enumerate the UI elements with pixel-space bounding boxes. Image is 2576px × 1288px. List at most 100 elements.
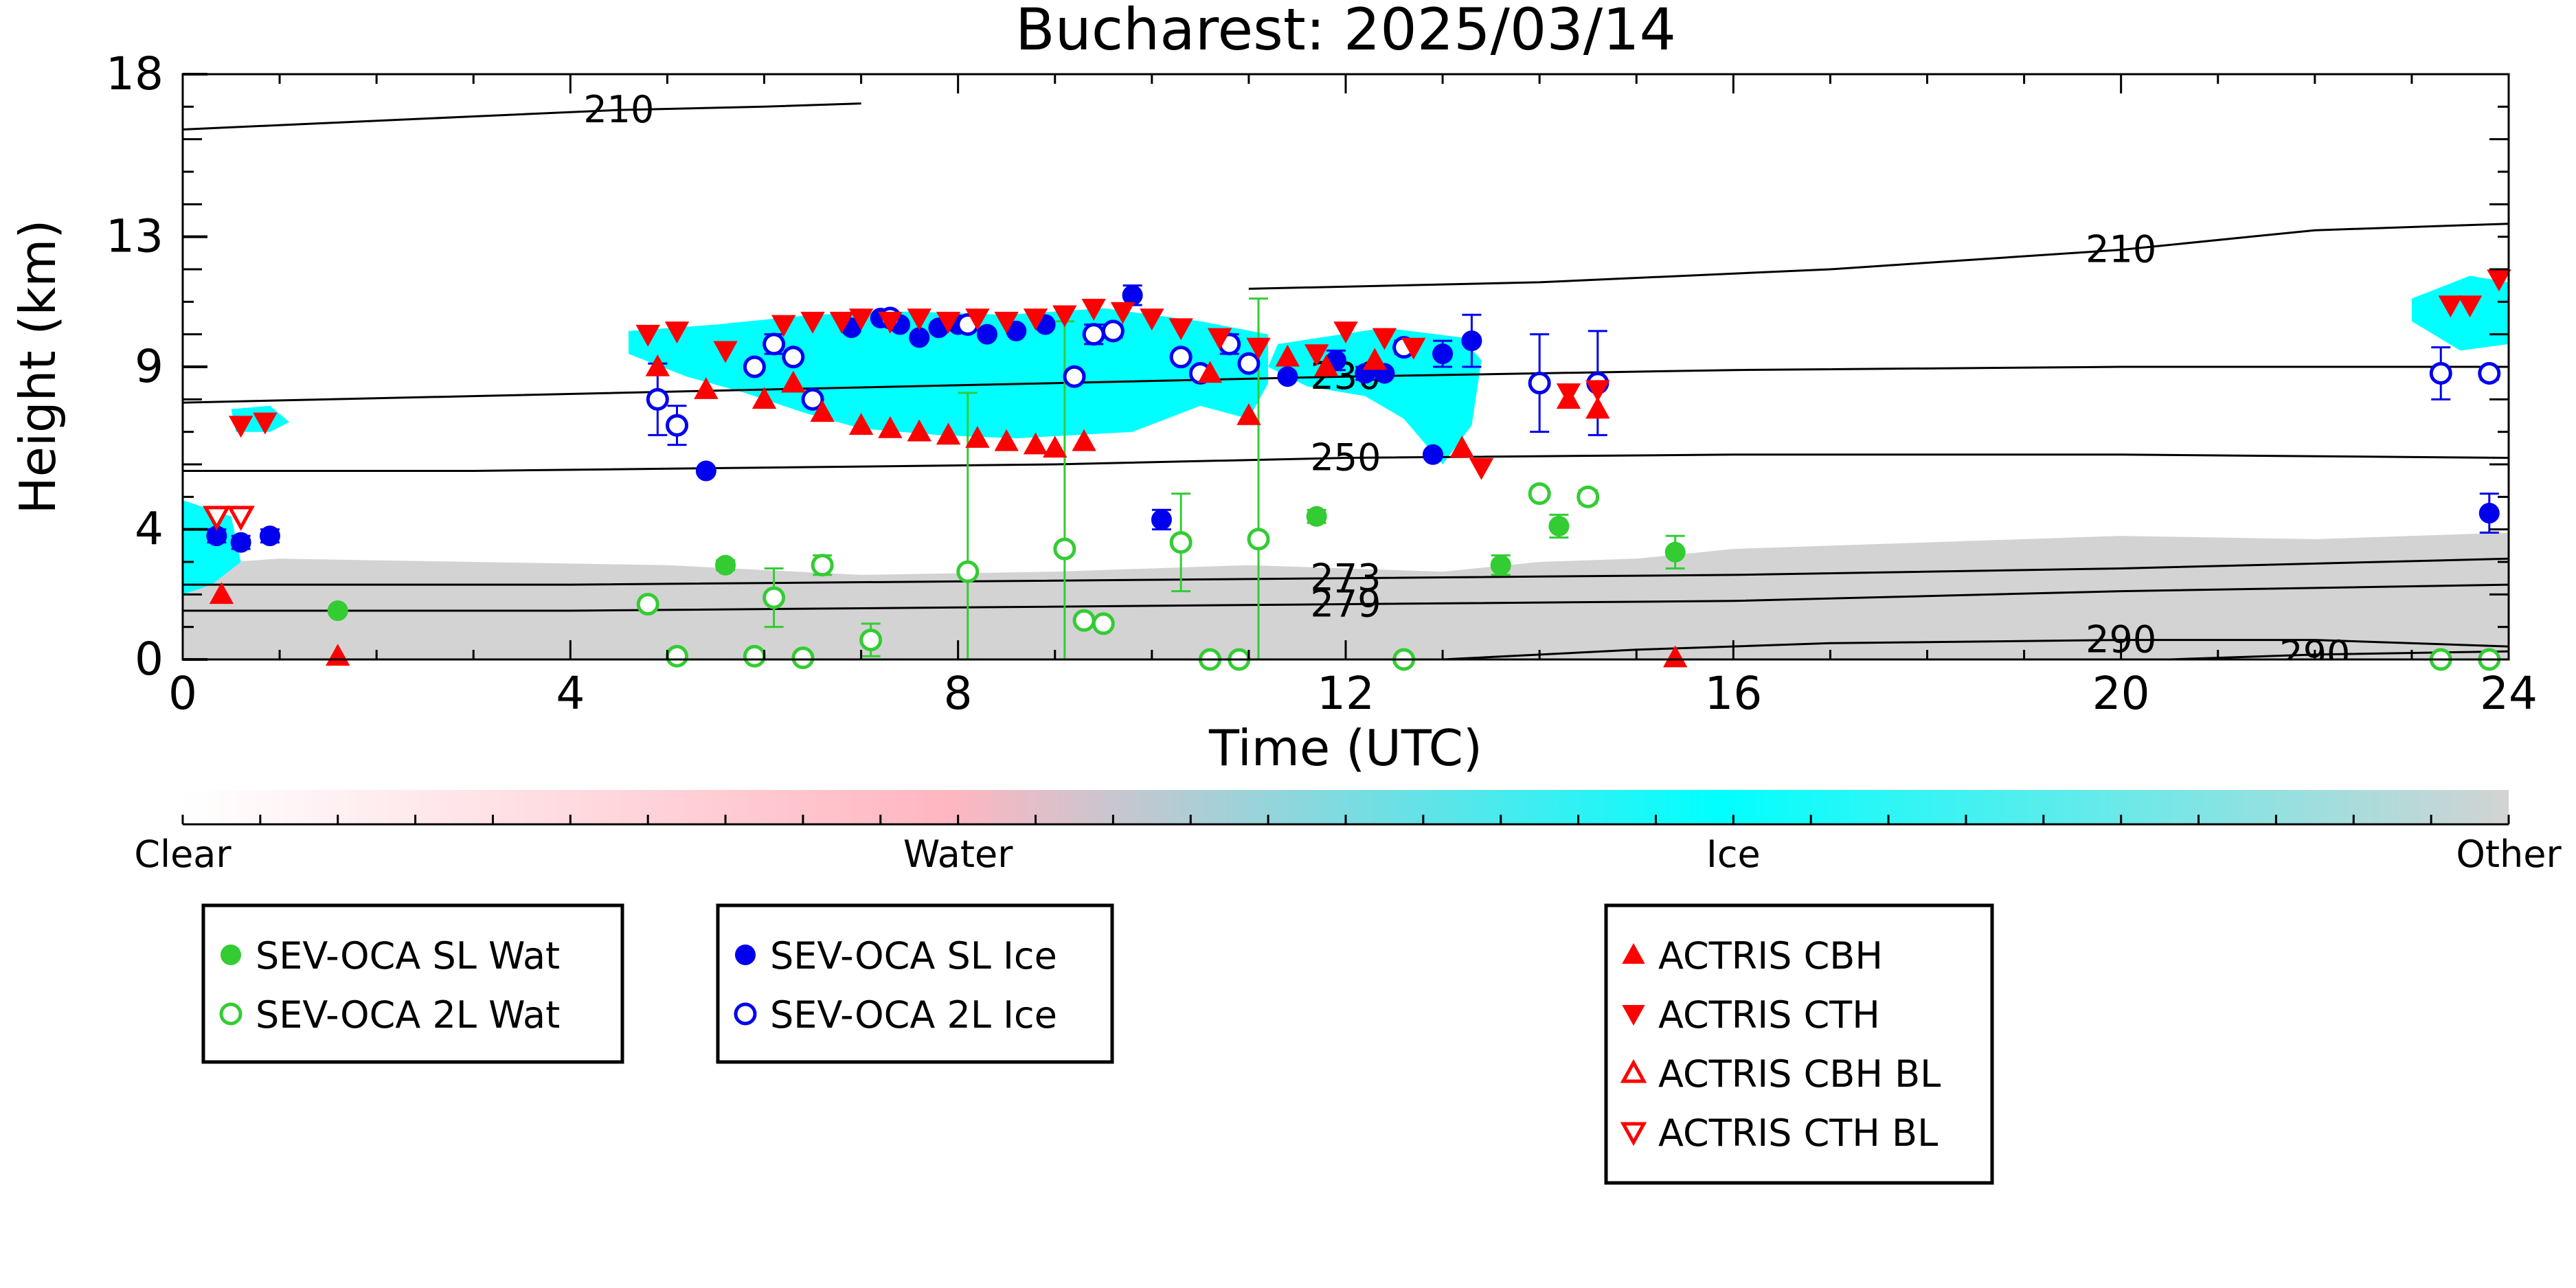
data-point	[1072, 609, 1096, 632]
legend-marker	[734, 1002, 757, 1026]
contour-line	[183, 557, 2509, 586]
data-point	[936, 422, 961, 445]
legend-marker	[1622, 942, 1645, 964]
colorbar-label: Clear	[134, 833, 231, 876]
x-axis-label: Time (UTC)	[1208, 719, 1482, 777]
x-tick-label: 24	[2480, 667, 2538, 720]
data-point	[800, 311, 825, 334]
data-point	[209, 582, 234, 605]
y-tick-label: 9	[135, 340, 163, 393]
contour-line	[183, 583, 2509, 612]
series-actris-cth-bl	[203, 506, 255, 531]
data-point	[1063, 365, 1086, 388]
x-tick-label: 8	[944, 667, 973, 720]
data-point	[1169, 346, 1193, 369]
data-point	[1169, 531, 1193, 554]
data-point	[810, 400, 835, 422]
data-point	[1461, 330, 1482, 352]
ice-class-region	[1268, 328, 1482, 464]
data-point	[965, 308, 990, 331]
data-point	[1585, 380, 1610, 403]
legend-box: SEV-OCA SL Ice SEV-OCA 2L Ice	[716, 903, 1114, 1064]
data-point	[2478, 503, 2500, 523]
data-point	[259, 526, 280, 547]
data-point	[713, 341, 738, 363]
data-point	[1236, 403, 1261, 425]
data-point	[1585, 396, 1610, 419]
data-point	[2478, 361, 2501, 385]
data-point	[1246, 337, 1271, 360]
data-point	[1043, 436, 1067, 458]
data-point	[2457, 295, 2483, 318]
data-point	[878, 311, 903, 334]
x-tick-label: 20	[2092, 667, 2150, 720]
data-point	[1151, 509, 1172, 530]
data-point	[1556, 383, 1581, 405]
data-point	[1432, 343, 1454, 365]
data-point	[976, 324, 997, 345]
data-point	[1053, 537, 1076, 561]
data-point	[1449, 436, 1474, 458]
data-point	[791, 646, 815, 670]
data-point	[1528, 372, 1551, 395]
axis-ticks: 0 4 8 12 16 20 24 0 4 9 13 18	[106, 47, 2538, 720]
data-point	[907, 419, 931, 442]
data-point	[1490, 554, 1511, 576]
ice-class-region	[183, 500, 241, 595]
data-point	[781, 370, 806, 393]
legend-box: SEV-OCA SL Wat SEV-OCA 2L Wat	[201, 903, 624, 1064]
data-point	[1577, 485, 1600, 508]
data-point	[829, 311, 855, 334]
data-point	[664, 321, 690, 343]
x-tick-label: 16	[1704, 667, 1762, 720]
data-point	[1304, 344, 1329, 367]
y-tick-label: 0	[135, 633, 163, 686]
data-point	[645, 354, 670, 376]
data-point	[936, 311, 961, 334]
legend-marker	[1620, 1059, 1647, 1083]
data-point	[1081, 299, 1106, 321]
colorbar-label: Water	[903, 833, 1013, 876]
legend-marker	[1622, 1005, 1645, 1026]
data-point	[1140, 308, 1164, 331]
data-point	[1469, 457, 1494, 480]
data-point	[694, 377, 719, 399]
data-point	[1082, 323, 1105, 346]
data-point	[1664, 541, 1686, 563]
contour-label: 210	[583, 88, 654, 131]
data-point	[1528, 482, 1551, 506]
data-point	[1548, 515, 1570, 536]
data-point	[646, 387, 669, 411]
data-point	[2429, 361, 2452, 385]
data-point	[771, 315, 796, 337]
data-point	[695, 460, 716, 482]
contour-label: 273	[1310, 556, 1381, 600]
data-point	[994, 429, 1019, 451]
x-tick-label: 0	[168, 667, 197, 720]
legend-label: ACTRIS CBH	[1658, 934, 1883, 978]
data-point	[666, 414, 689, 437]
data-point	[1023, 432, 1048, 455]
contour-line	[1248, 223, 2509, 290]
data-point	[253, 412, 278, 435]
data-point	[2438, 295, 2463, 318]
data-point	[1333, 321, 1358, 343]
data-point	[666, 644, 689, 668]
contour-label: 250	[1310, 436, 1381, 479]
data-point	[1275, 344, 1300, 367]
data-point	[965, 426, 990, 448]
data-point	[1362, 348, 1388, 370]
data-point	[1023, 308, 1048, 331]
legend-label: ACTRIS CBH BL	[1658, 1052, 1941, 1096]
data-point	[762, 332, 786, 356]
data-point	[636, 593, 659, 616]
data-point	[743, 355, 766, 379]
y-axis-label: Height (km)	[9, 220, 67, 515]
data-point	[909, 327, 930, 348]
legend-box: ACTRIS CBH ACTRIS CTH ACTRIS CBH BL ACTRIS …	[1604, 903, 1994, 1185]
other-class-region	[183, 532, 2509, 659]
series-actris-cth	[228, 269, 2511, 480]
data-point	[1247, 528, 1270, 551]
retrieval-markers	[203, 269, 2511, 671]
